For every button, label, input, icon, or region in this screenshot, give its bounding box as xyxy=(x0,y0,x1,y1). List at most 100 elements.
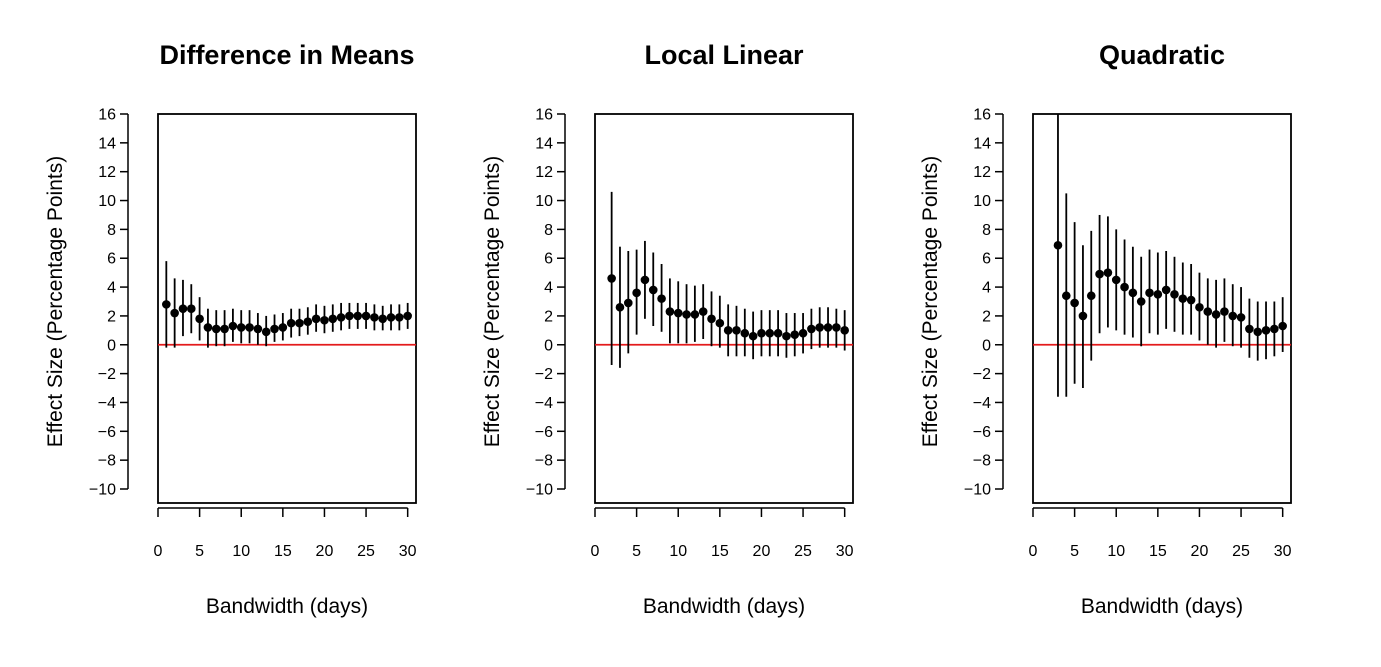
x-tick-label: 10 xyxy=(669,543,687,560)
plot-area xyxy=(1033,114,1291,397)
y-tick-label: −2 xyxy=(535,366,553,383)
data-point xyxy=(228,321,238,331)
data-point xyxy=(748,331,758,341)
x-tick-label: 15 xyxy=(274,543,292,560)
y-tick-label: 16 xyxy=(973,107,991,124)
x-axis-label: Bandwidth (days) xyxy=(1081,595,1243,618)
data-point xyxy=(690,310,700,319)
y-tick-label: 0 xyxy=(544,337,553,354)
y-tick-label: 6 xyxy=(982,251,991,268)
data-point xyxy=(261,327,271,337)
x-tick-label: 25 xyxy=(794,543,812,560)
data-point xyxy=(682,310,691,319)
data-point xyxy=(236,323,246,332)
data-point xyxy=(1078,311,1088,321)
y-tick-label: 12 xyxy=(535,164,553,181)
data-point xyxy=(1070,298,1079,308)
plot-frame xyxy=(1032,113,1292,504)
data-point xyxy=(186,304,196,314)
y-tick-label: 6 xyxy=(107,251,116,268)
y-tick-label: 10 xyxy=(973,193,991,210)
y-tick-label: 0 xyxy=(982,337,991,354)
data-point xyxy=(345,311,354,321)
data-point xyxy=(211,324,221,334)
x-tick-label: 30 xyxy=(1274,543,1292,560)
x-tick-label: 10 xyxy=(1107,543,1125,560)
x-tick-label: 0 xyxy=(154,543,163,560)
data-point xyxy=(665,307,675,316)
y-tick-label: 8 xyxy=(544,222,553,239)
plot-frame xyxy=(157,113,417,504)
data-point xyxy=(723,326,733,335)
data-point xyxy=(657,294,666,303)
x-tick-label: 10 xyxy=(232,543,250,560)
data-point xyxy=(1236,313,1246,322)
y-tick-label: −2 xyxy=(98,366,116,383)
data-point xyxy=(815,323,825,332)
data-point xyxy=(361,311,371,321)
y-tick-label: 2 xyxy=(107,308,116,325)
x-tick-label: 5 xyxy=(1070,543,1079,560)
data-point xyxy=(203,323,213,332)
data-point xyxy=(740,328,750,338)
data-point xyxy=(1245,324,1254,334)
data-point xyxy=(607,274,616,283)
data-point xyxy=(623,298,633,308)
data-point xyxy=(220,324,229,334)
data-point xyxy=(832,323,841,332)
data-point xyxy=(1178,294,1188,303)
chart-title: Difference in Means xyxy=(159,40,414,70)
data-point xyxy=(773,328,783,338)
x-tick-label: 15 xyxy=(1149,543,1167,560)
x-tick-label: 5 xyxy=(632,543,641,560)
x-tick-label: 25 xyxy=(1232,543,1250,560)
data-point xyxy=(353,311,363,321)
y-tick-label: −4 xyxy=(535,395,553,412)
data-point xyxy=(370,313,379,322)
x-tick-label: 0 xyxy=(591,543,600,560)
data-point xyxy=(1278,321,1287,331)
x-tick-label: 30 xyxy=(399,543,417,560)
x-tick-label: 0 xyxy=(1029,543,1038,560)
x-axis-label: Bandwidth (days) xyxy=(643,595,805,618)
y-tick-label: −2 xyxy=(973,366,991,383)
y-tick-label: 12 xyxy=(98,164,116,181)
data-point xyxy=(278,323,288,332)
plot-area xyxy=(595,191,853,368)
y-axis-label: Effect Size (Percentage Points) xyxy=(481,156,504,447)
x-tick-label: 20 xyxy=(753,543,771,560)
x-axis-label: Bandwidth (days) xyxy=(206,595,368,618)
y-tick-label: −6 xyxy=(973,424,991,441)
data-point xyxy=(823,323,833,332)
y-tick-label: −6 xyxy=(535,424,553,441)
data-point xyxy=(1128,288,1138,298)
x-tick-label: 5 xyxy=(195,543,204,560)
data-point xyxy=(1228,311,1238,321)
data-point xyxy=(1261,326,1271,335)
y-tick-label: 14 xyxy=(98,135,116,152)
x-tick-label: 30 xyxy=(836,543,854,560)
data-point xyxy=(1170,289,1179,299)
data-point xyxy=(1086,291,1096,301)
data-point xyxy=(807,324,816,334)
data-point xyxy=(1153,289,1163,299)
data-point xyxy=(403,311,412,321)
data-point xyxy=(757,328,766,338)
data-point xyxy=(253,324,263,334)
data-point xyxy=(707,314,716,324)
data-point xyxy=(336,313,346,322)
y-tick-label: 16 xyxy=(535,107,553,124)
y-tick-label: 10 xyxy=(98,193,116,210)
data-point xyxy=(615,302,625,312)
y-tick-label: 12 xyxy=(973,164,991,181)
data-point xyxy=(765,328,775,338)
data-point xyxy=(1253,327,1263,337)
data-point xyxy=(245,323,254,332)
chart-title: Local Linear xyxy=(644,40,804,70)
y-axis-label: Effect Size (Percentage Points) xyxy=(919,156,942,447)
y-tick-label: 2 xyxy=(982,308,991,325)
data-point xyxy=(1211,310,1221,319)
x-tick-label: 25 xyxy=(357,543,375,560)
data-point xyxy=(1161,285,1171,295)
